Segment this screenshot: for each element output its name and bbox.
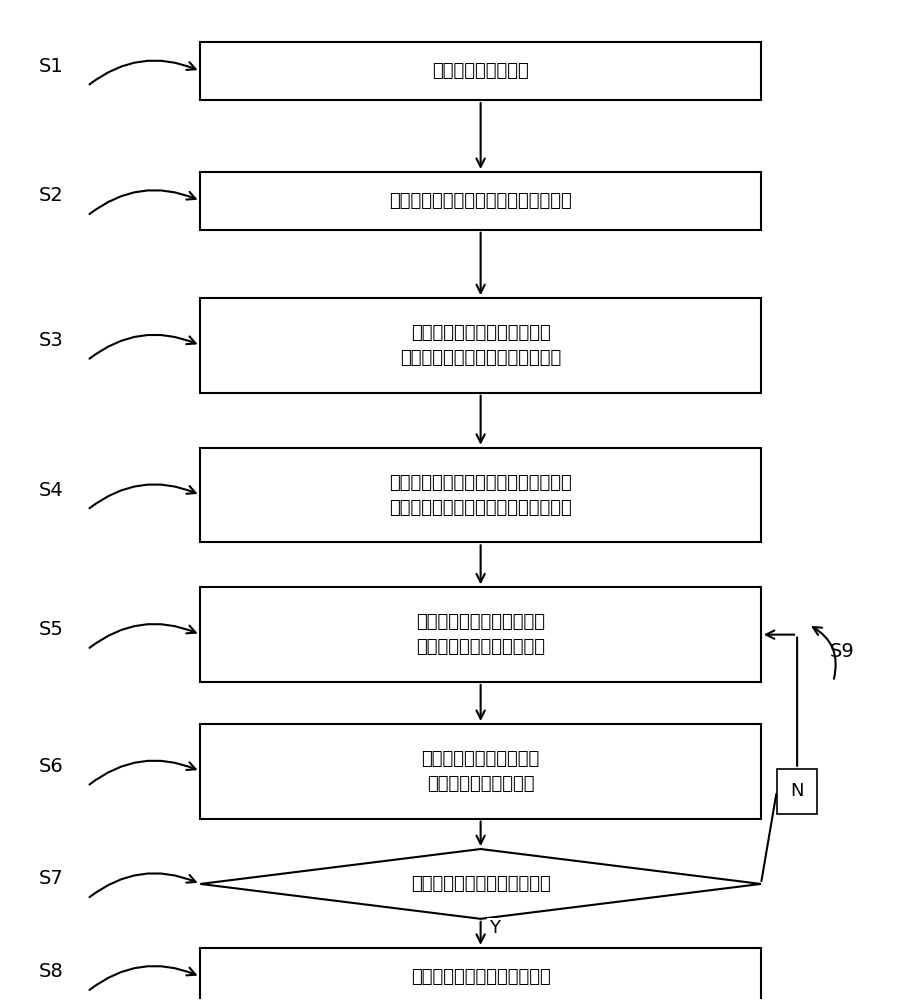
Polygon shape xyxy=(200,849,761,919)
Text: S7: S7 xyxy=(39,869,63,888)
FancyBboxPatch shape xyxy=(200,448,761,542)
Text: S9: S9 xyxy=(830,642,854,661)
Text: 根据所述仿真计算宏文件创建所述液冷
板几何模型的仿真计算批处理脚本文件: 根据所述仿真计算宏文件创建所述液冷 板几何模型的仿真计算批处理脚本文件 xyxy=(389,474,572,517)
Text: S1: S1 xyxy=(39,57,63,76)
Text: S6: S6 xyxy=(39,757,63,776)
FancyBboxPatch shape xyxy=(200,948,761,1000)
Text: 对所述液冷板几何模型进行参数化处理: 对所述液冷板几何模型进行参数化处理 xyxy=(389,192,572,210)
Text: 基于所述仿真计算批处理脚
本文件进行自动化优化仿真: 基于所述仿真计算批处理脚 本文件进行自动化优化仿真 xyxy=(416,613,545,656)
Text: S4: S4 xyxy=(39,481,63,500)
Text: S3: S3 xyxy=(39,331,63,350)
Text: 计算自动化优化仿真结果
与预设结果之间的误差: 计算自动化优化仿真结果 与预设结果之间的误差 xyxy=(422,750,540,793)
FancyBboxPatch shape xyxy=(200,42,761,100)
FancyBboxPatch shape xyxy=(200,724,761,819)
Text: N: N xyxy=(790,782,804,800)
Text: 建立液冷板几何模型: 建立液冷板几何模型 xyxy=(433,62,529,80)
Text: 判断所述误差是否满足预设值: 判断所述误差是否满足预设值 xyxy=(411,875,551,893)
FancyBboxPatch shape xyxy=(200,172,761,230)
Text: Y: Y xyxy=(489,919,500,937)
Text: S5: S5 xyxy=(39,620,63,639)
FancyBboxPatch shape xyxy=(200,298,761,393)
Text: S8: S8 xyxy=(39,962,63,981)
FancyBboxPatch shape xyxy=(200,587,761,682)
FancyBboxPatch shape xyxy=(776,769,817,814)
Text: S2: S2 xyxy=(39,186,63,205)
Text: 根据参数化处理结果创建所述
液冷板几何模型的仿真计算宏文件: 根据参数化处理结果创建所述 液冷板几何模型的仿真计算宏文件 xyxy=(400,324,561,367)
Text: 停止所述自动化优化仿真步骤: 停止所述自动化优化仿真步骤 xyxy=(411,968,551,986)
